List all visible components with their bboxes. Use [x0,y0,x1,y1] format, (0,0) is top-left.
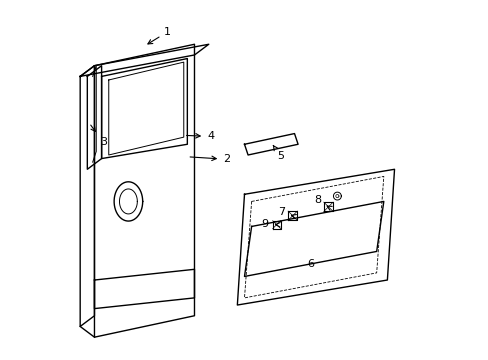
Text: 3: 3 [91,125,107,148]
Text: 6: 6 [306,259,313,269]
Text: 9: 9 [261,219,280,229]
Text: 7: 7 [277,207,296,219]
Text: 1: 1 [147,27,171,44]
Text: 8: 8 [313,195,331,210]
Text: 5: 5 [273,145,283,161]
Text: 2: 2 [190,154,230,164]
Text: 4: 4 [186,131,214,141]
